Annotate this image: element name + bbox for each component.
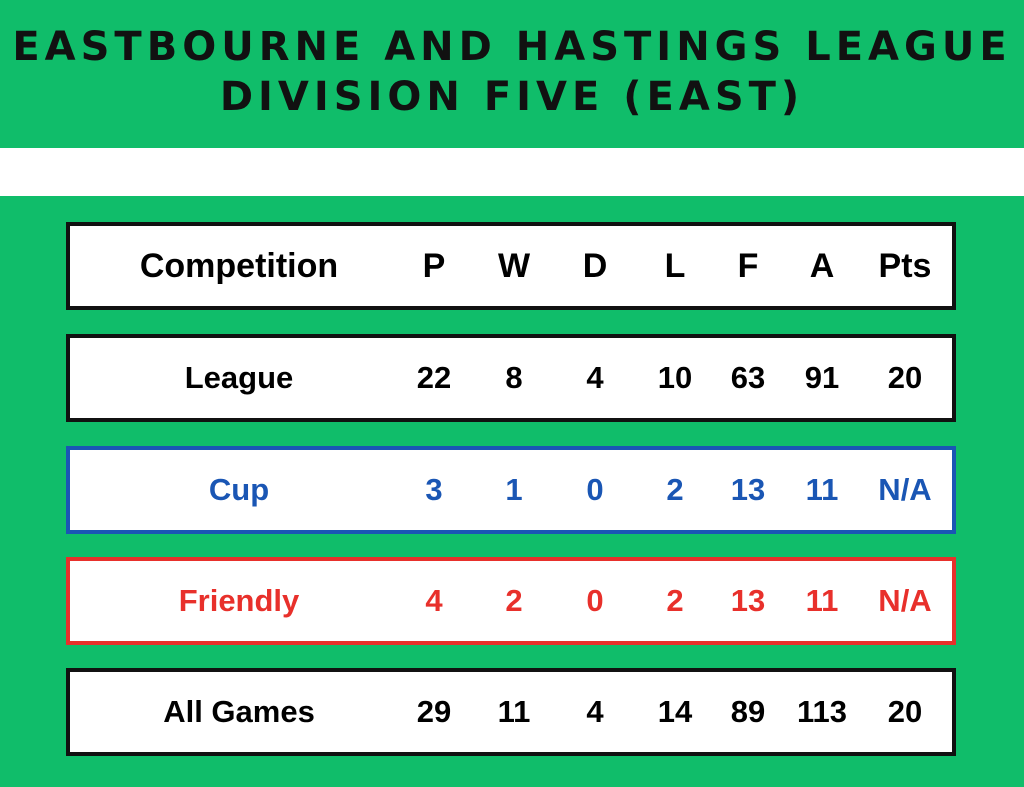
- table-cell: 29: [416, 694, 452, 729]
- table-cell: 63: [730, 360, 766, 395]
- row-friendly: Friendly 4 2 0 2 13 11 N/A: [66, 557, 956, 645]
- table-cell: N/A: [878, 583, 932, 618]
- table-cell: All Games: [163, 694, 315, 729]
- table-cell: N/A: [878, 472, 932, 507]
- column-header: Pts: [878, 247, 932, 285]
- table-cell: 11: [805, 472, 839, 507]
- title-line-2: DIVISION FIVE (EAST): [219, 74, 805, 120]
- table-cell: 8: [505, 360, 523, 395]
- column-header: A: [809, 247, 835, 285]
- table-cell: 2: [505, 583, 523, 618]
- table-cell: 3: [425, 472, 443, 507]
- table-cell: 1: [505, 472, 523, 507]
- column-header: P: [422, 247, 446, 285]
- table-cell: 22: [416, 360, 452, 395]
- table-cell: League: [184, 360, 294, 395]
- page-title: EASTBOURNE AND HASTINGS LEAGUE DIVISION …: [0, 22, 1024, 122]
- table-cell: 4: [586, 694, 604, 729]
- table-cell: 4: [586, 360, 604, 395]
- table-cell: 11: [805, 583, 839, 618]
- table-cell: 2: [666, 472, 684, 507]
- column-header: W: [497, 247, 531, 285]
- header-row: Competition P W D L F A Pts: [66, 222, 956, 310]
- table-cell: 2: [666, 583, 684, 618]
- table-cell: 89: [730, 694, 766, 729]
- table-cell: 14: [657, 694, 693, 729]
- table-cell: 20: [887, 360, 923, 395]
- table-cell: 20: [887, 694, 923, 729]
- column-header: D: [582, 247, 608, 285]
- table-cell: 13: [730, 583, 766, 618]
- table-cell: 0: [586, 472, 604, 507]
- divider-band: [0, 148, 1024, 196]
- table-cell: Cup: [208, 472, 270, 507]
- column-header: Competition: [139, 247, 339, 285]
- column-header: F: [737, 247, 759, 285]
- row-all-games: All Games 29 11 4 14 89 113 20: [66, 668, 956, 756]
- column-header: L: [664, 247, 686, 285]
- table-cell: 4: [425, 583, 443, 618]
- table-cell: 13: [730, 472, 766, 507]
- table-cell: Friendly: [178, 583, 300, 618]
- table-cell: 10: [657, 360, 693, 395]
- title-line-1: EASTBOURNE AND HASTINGS LEAGUE: [12, 24, 1012, 70]
- table-cell: 91: [804, 360, 840, 395]
- table-cell: 11: [497, 694, 531, 729]
- row-cup: Cup 3 1 0 2 13 11 N/A: [66, 446, 956, 534]
- table-cell: 113: [796, 694, 848, 729]
- row-league: League 22 8 4 10 63 91 20: [66, 334, 956, 422]
- table-cell: 0: [586, 583, 604, 618]
